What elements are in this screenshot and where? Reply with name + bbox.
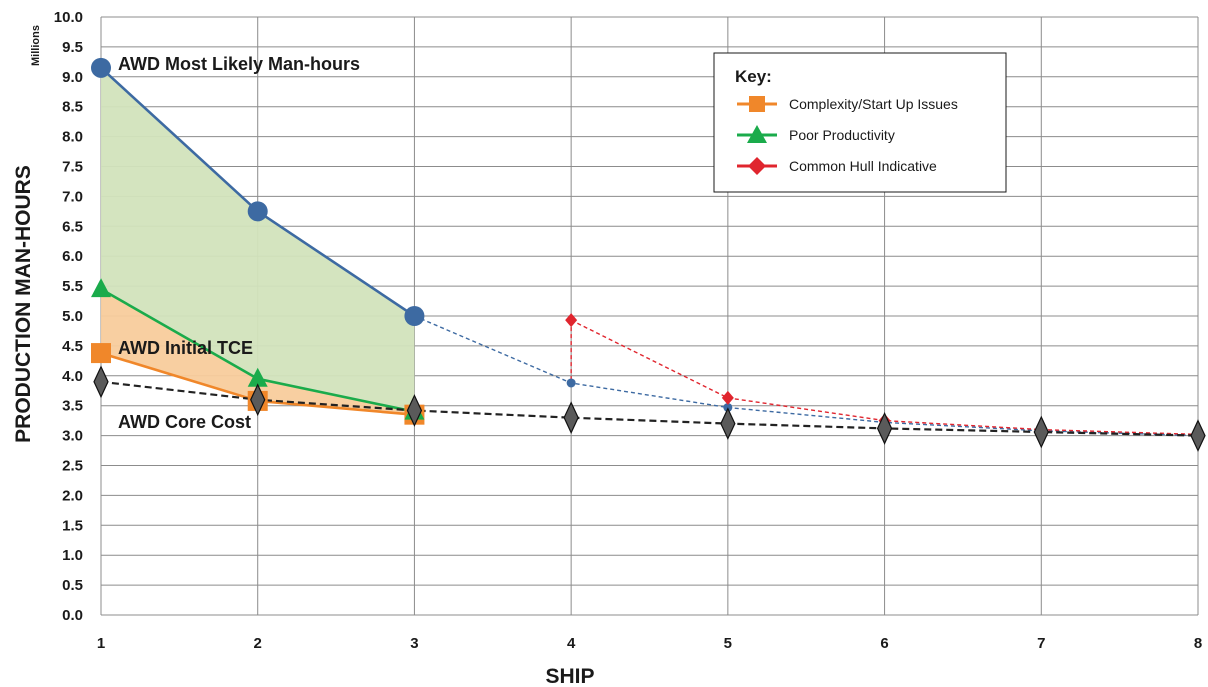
square-marker-icon	[749, 96, 765, 112]
y-tick-label: 6.0	[62, 248, 83, 265]
triangle-marker-icon	[747, 125, 767, 143]
y-tick-label: 1.5	[62, 517, 83, 534]
data-point-most-likely	[247, 201, 268, 222]
y-tick-label: 7.0	[62, 188, 83, 205]
legend-label-poor-productivity: Poor Productivity	[789, 127, 895, 143]
series-line-common-hull	[570, 319, 1199, 436]
x-tick-label: 2	[254, 635, 262, 652]
data-point-core-cost	[250, 383, 266, 417]
data-point-core-cost	[720, 407, 736, 441]
data-point-poor-productivity	[91, 278, 111, 298]
annotation-core-cost: AWD Core Cost	[118, 412, 251, 432]
legend-item-common-hull: Common Hull Indicative	[737, 157, 937, 175]
legend-item-poor-productivity: Poor Productivity	[737, 125, 895, 143]
x-tick-label: 3	[410, 635, 418, 652]
y-tick-label: 10.0	[54, 9, 83, 26]
y-tick-label: 7.5	[62, 159, 83, 176]
y-tick-label: 9.0	[62, 69, 83, 86]
x-tick-label: 8	[1194, 635, 1202, 652]
data-point-core-cost	[876, 412, 893, 445]
y-tick-label: 5.0	[62, 308, 83, 325]
legend-item-complexity: Complexity/Start Up Issues	[737, 96, 958, 112]
legend-label-common-hull: Common Hull Indicative	[789, 158, 937, 174]
y-tick-label: 0.0	[62, 607, 83, 624]
y-tick-label: 4.0	[62, 368, 83, 385]
data-point-core-cost	[93, 365, 109, 399]
y-tick-label: 4.5	[62, 338, 83, 355]
y-tick-label: 8.5	[62, 99, 83, 116]
data-point-common-hull	[721, 390, 734, 405]
data-point-core-cost	[406, 394, 423, 427]
data-point-most-likely	[91, 57, 111, 78]
legend-label-complexity: Complexity/Start Up Issues	[789, 96, 958, 112]
x-tick-label: 6	[880, 635, 888, 652]
data-point-core-cost	[563, 401, 579, 435]
data-point-common-hull	[565, 313, 578, 328]
data-point-most-likely	[404, 306, 425, 326]
y-tick-label: 8.0	[62, 129, 83, 146]
legend-title: Key:	[735, 67, 772, 86]
data-point-most-likely-proj	[566, 378, 576, 388]
series-line-most-likely-proj	[414, 315, 1199, 437]
area-most-likely-band	[101, 67, 415, 412]
x-axis-title: SHIP	[545, 665, 594, 687]
y-tick-label: 1.0	[62, 547, 83, 564]
data-point-core-cost	[1190, 419, 1206, 453]
y-unit-label: Millions	[30, 25, 42, 66]
y-tick-label: 5.5	[62, 278, 83, 295]
y-tick-label: 6.5	[62, 218, 83, 235]
y-tick-label: 9.5	[62, 39, 83, 56]
x-tick-label: 7	[1037, 635, 1045, 652]
data-point-poor-productivity	[247, 367, 268, 387]
y-axis-title: PRODUCTION MAN-HOURS	[12, 165, 35, 443]
y-tick-label: 3.0	[62, 428, 83, 445]
data-point-complexity	[91, 343, 111, 364]
y-tick-label: 3.5	[62, 398, 83, 415]
x-tick-label: 4	[567, 635, 576, 652]
y-tick-label: 2.5	[62, 458, 83, 475]
series-line-core-cost	[100, 380, 1199, 437]
x-tick-label: 1	[97, 635, 105, 652]
y-tick-label: 2.0	[62, 487, 83, 504]
x-tick-label: 5	[724, 635, 732, 652]
diamond-marker-icon	[748, 157, 766, 175]
y-tick-label: 0.5	[62, 577, 83, 594]
annotation-most-likely: AWD Most Likely Man-hours	[118, 54, 360, 74]
legend: Key: Complexity/Start Up Issues Poor Pro…	[713, 52, 1007, 193]
annotation-initial-tce: AWD Initial TCE	[118, 338, 253, 358]
data-point-core-cost	[1033, 415, 1049, 449]
